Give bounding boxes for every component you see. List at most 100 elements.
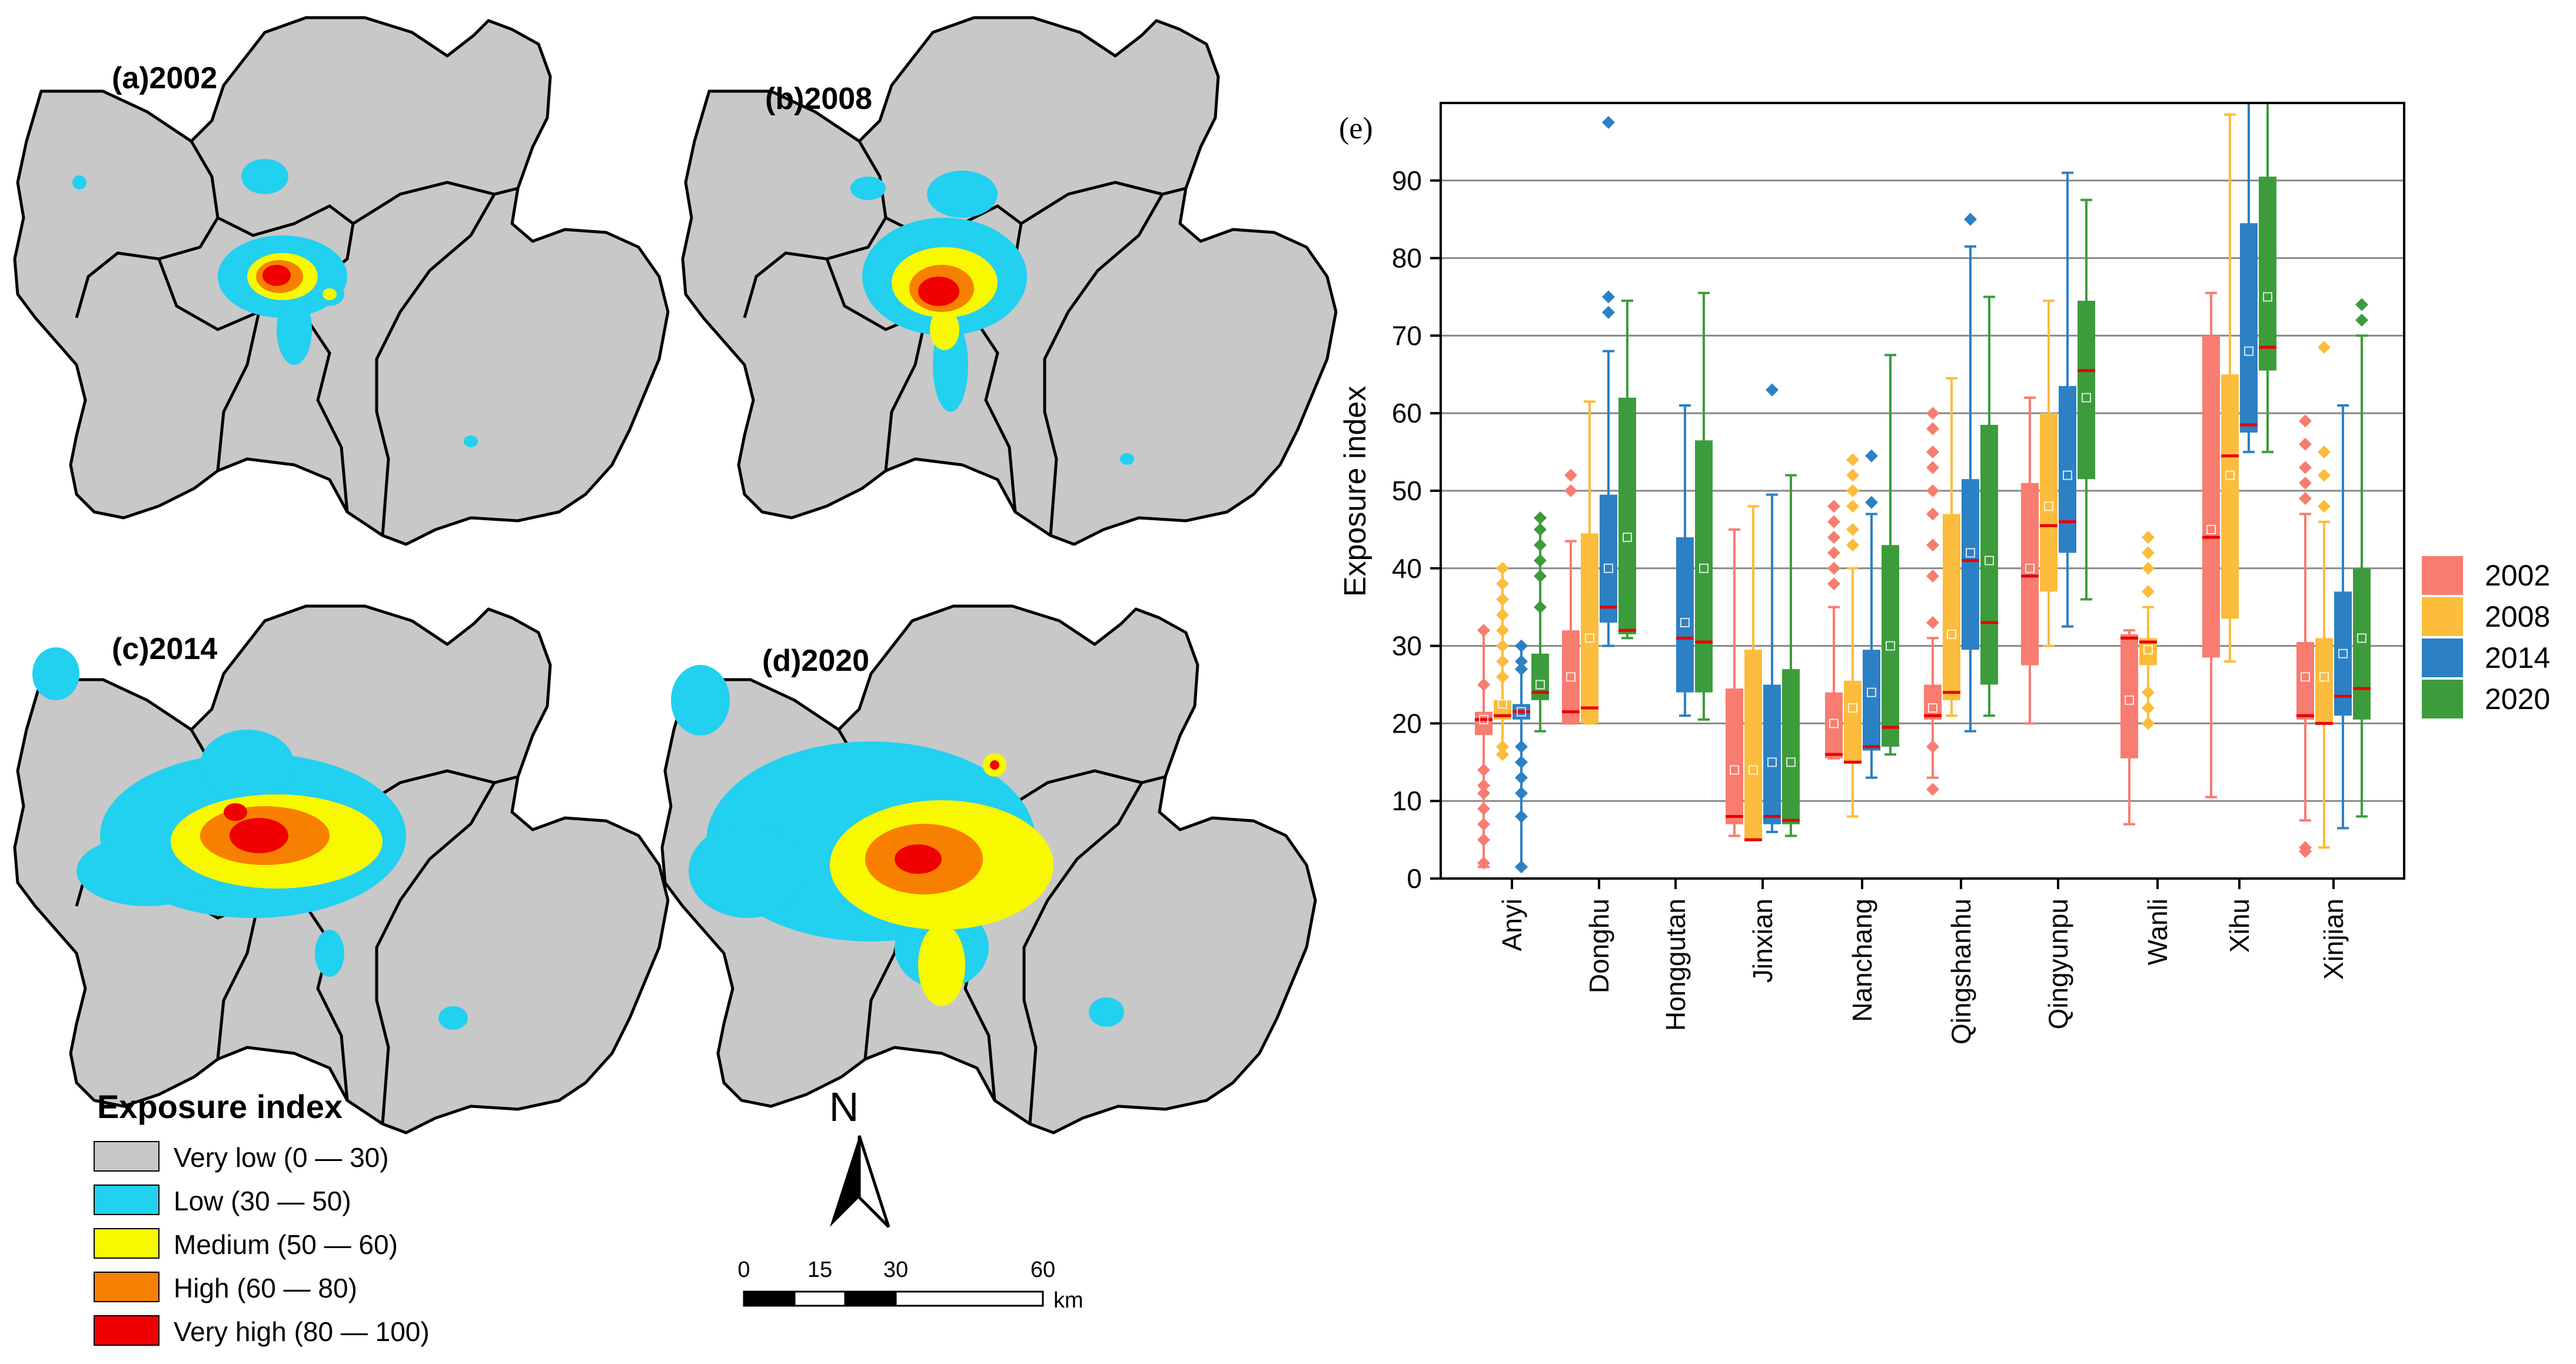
y-tick-label: 0	[1407, 863, 1422, 894]
boxplot-legend: 2002 2008 2014 2020	[2422, 556, 2550, 718]
outlier-point	[2142, 585, 2155, 598]
map-panel-d: (d)2020	[662, 606, 1315, 1133]
outlier-point	[1926, 740, 1939, 753]
box-xinjian-2014	[2334, 404, 2352, 830]
box-body	[1562, 630, 1580, 724]
scale-tick-30: 30	[883, 1257, 908, 1282]
legend-swatch-very-high	[94, 1315, 159, 1346]
legend-swatch-low	[94, 1185, 159, 1215]
outlier-point	[2299, 476, 2312, 490]
outlier-point	[2318, 341, 2331, 354]
x-tick-label: Xinjian	[2318, 899, 2349, 980]
map-legend-title: Exposure index	[97, 1088, 343, 1125]
outlier-point	[1534, 523, 1547, 536]
box-jinxian-2008	[1744, 505, 1762, 841]
north-arrow: N	[829, 1084, 890, 1228]
map-panel-a: (a)2002	[15, 18, 668, 544]
mean-marker	[2125, 695, 2134, 705]
box-body	[1825, 692, 1843, 758]
mean-marker	[2319, 672, 2329, 682]
y-tick-label: 70	[1392, 320, 1422, 351]
mean-marker	[1786, 757, 1796, 767]
box-xinjian-2020	[2353, 298, 2371, 818]
y-tick-label: 60	[1392, 398, 1422, 428]
outlier-point	[1496, 670, 1509, 684]
outlier-point	[1926, 422, 1939, 435]
box-honggutan-2020	[1695, 291, 1713, 721]
legend-swatch-2002	[2422, 556, 2463, 595]
mean-marker	[2063, 470, 2072, 480]
box-body	[1844, 680, 1862, 763]
outlier-point	[1846, 468, 1859, 482]
outlier-point	[2299, 461, 2312, 474]
box-jinxian-2002	[1726, 528, 1743, 837]
box-nanchang-2014	[1863, 449, 1880, 779]
box-jinxian-2020	[1782, 474, 1800, 837]
box-qingyunpu-2002	[2021, 396, 2039, 725]
outlier-point	[1846, 500, 1859, 513]
outlier-point	[1846, 523, 1859, 536]
box-donghu-2020	[1618, 300, 1636, 640]
mean-marker	[1517, 707, 1526, 717]
outlier-point	[1496, 577, 1509, 591]
outlier-point	[1827, 531, 1840, 544]
x-tick-label: Anyi	[1497, 899, 1527, 951]
outlier-point	[1477, 779, 1490, 792]
box-body	[1676, 537, 1694, 693]
box-body	[1863, 650, 1880, 751]
y-tick-label: 30	[1392, 631, 1422, 661]
north-label: N	[829, 1084, 859, 1130]
chart-panel-label: (e)	[1339, 112, 1373, 145]
outlier-point	[2142, 701, 2155, 715]
x-tick-label: Wanli	[2142, 899, 2173, 965]
box-layer	[1475, 102, 2371, 874]
y-tick-label: 50	[1392, 475, 1422, 506]
map-legend-item: High (60 — 80)	[94, 1272, 357, 1303]
outlier-point	[1515, 810, 1528, 823]
outlier-point	[2355, 314, 2368, 327]
outlier-point	[2299, 492, 2312, 505]
x-tick-label: Qingyunpu	[2043, 899, 2073, 1030]
map-legend-item: Medium (50 — 60)	[94, 1228, 398, 1260]
box-xihu-2008	[2221, 113, 2239, 663]
box-body	[1882, 545, 1899, 747]
mean-marker	[2143, 645, 2153, 655]
outlier-point	[1534, 538, 1547, 552]
legend-label-very-low: Very low (0 — 30)	[174, 1142, 389, 1173]
box-qingshanhu-2008	[1943, 377, 1960, 717]
legend-label-2020: 2020	[2485, 683, 2550, 716]
scale-tick-15: 15	[807, 1257, 832, 1282]
scale-tick-60: 60	[1031, 1257, 1055, 1282]
scale-bar: 0 15 30 60 km	[737, 1257, 1083, 1313]
box-donghu-2002	[1562, 468, 1580, 725]
legend-label-medium: Medium (50 — 60)	[174, 1229, 398, 1260]
boxplot-chart: (e) 0 10 20 30 40 50 60 70 80 90 Anyi Donghu Honggu…	[1338, 102, 2550, 1044]
outlier-point	[1827, 561, 1840, 575]
mean-marker	[2225, 470, 2235, 480]
outlier-point	[1515, 860, 1528, 874]
box-anyi-2014	[1513, 639, 1530, 874]
box-body	[1695, 440, 1713, 693]
box-body	[1980, 424, 1998, 685]
mean-marker	[1680, 618, 1690, 628]
box-body	[2259, 177, 2276, 371]
outlier-point	[2355, 298, 2368, 311]
north-arrow-icon	[830, 1136, 859, 1227]
outlier-point	[1496, 740, 1509, 753]
outlier-point	[1926, 461, 1939, 474]
legend-swatch-2008	[2422, 597, 2463, 636]
outlier-point	[1865, 449, 1878, 463]
outlier-point	[1846, 538, 1859, 552]
outlier-point	[1496, 593, 1509, 606]
outlier-point	[1926, 538, 1939, 552]
mean-marker	[1535, 680, 1545, 690]
scale-unit: km	[1053, 1288, 1083, 1313]
exposure-hotspot-a	[72, 159, 478, 447]
legend-swatch-2014	[2422, 638, 2463, 677]
outlier-point	[1926, 616, 1939, 630]
outlier-point	[1846, 484, 1859, 497]
legend-label-2014: 2014	[2485, 641, 2550, 674]
mean-marker	[2025, 563, 2035, 573]
box-qingyunpu-2020	[2078, 198, 2095, 601]
box-qingshanhu-2002	[1924, 407, 1942, 796]
